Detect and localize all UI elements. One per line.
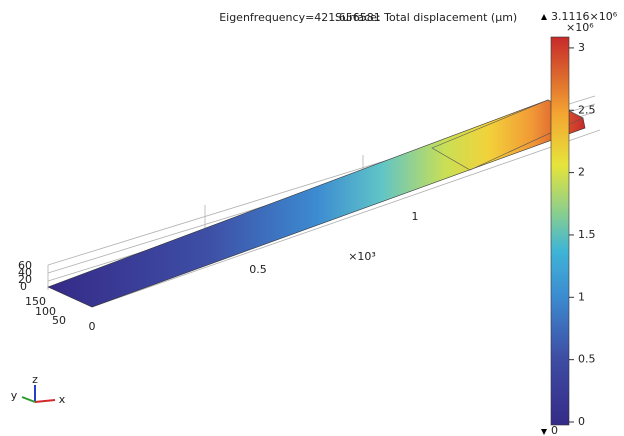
colorbar-tick-label: 3	[578, 41, 585, 54]
z-tick-label: 40	[18, 266, 32, 279]
z-tick-label: 20	[18, 273, 32, 286]
max-marker	[541, 14, 547, 20]
y-tick-label: 0	[89, 320, 96, 333]
colorbar-tick-label: 2	[578, 166, 585, 179]
colorbar-multiplier: ×10⁶	[566, 21, 594, 34]
colorbar-tick-label: 0.5	[578, 353, 596, 366]
x-tick-label: 0.5	[249, 263, 267, 276]
z-tick-label: 0	[20, 280, 27, 293]
title: Eigenfrequency=421.656581	[219, 11, 381, 24]
x-multiplier: ×10³	[348, 250, 376, 263]
axis-triad: z x y	[11, 373, 66, 406]
colorbar-tick-label: 0	[578, 415, 585, 428]
z-tick-label: 60	[18, 259, 32, 272]
y-tick-label: 100	[35, 305, 56, 318]
x-tick-label: 1	[412, 210, 419, 223]
beam-tip	[431, 99, 584, 171]
y-tick-label: 150	[25, 295, 46, 308]
subtitle: Surface: Total displacement (µm)	[335, 11, 517, 24]
triad-label: x	[59, 393, 66, 406]
colorbar-scale	[550, 36, 570, 426]
colorbar: 3.1116×10⁶ ×10⁶ 0 0 0.5 1 1.5 2 2.5 3	[541, 10, 618, 436]
colorbar-max: 3.1116×10⁶	[551, 10, 618, 23]
min-marker	[541, 429, 547, 435]
y-tick-label: 50	[52, 314, 66, 327]
colorbar-tick-label: 2.5	[578, 103, 596, 116]
colorbar-tick-label: 1	[578, 290, 585, 303]
colorbar-min: 0	[551, 424, 558, 436]
colorbar-tick-label: 1.5	[578, 228, 596, 241]
triad-label: y	[11, 389, 18, 402]
triad-label: z	[32, 373, 38, 386]
beam-surface	[47, 99, 586, 308]
